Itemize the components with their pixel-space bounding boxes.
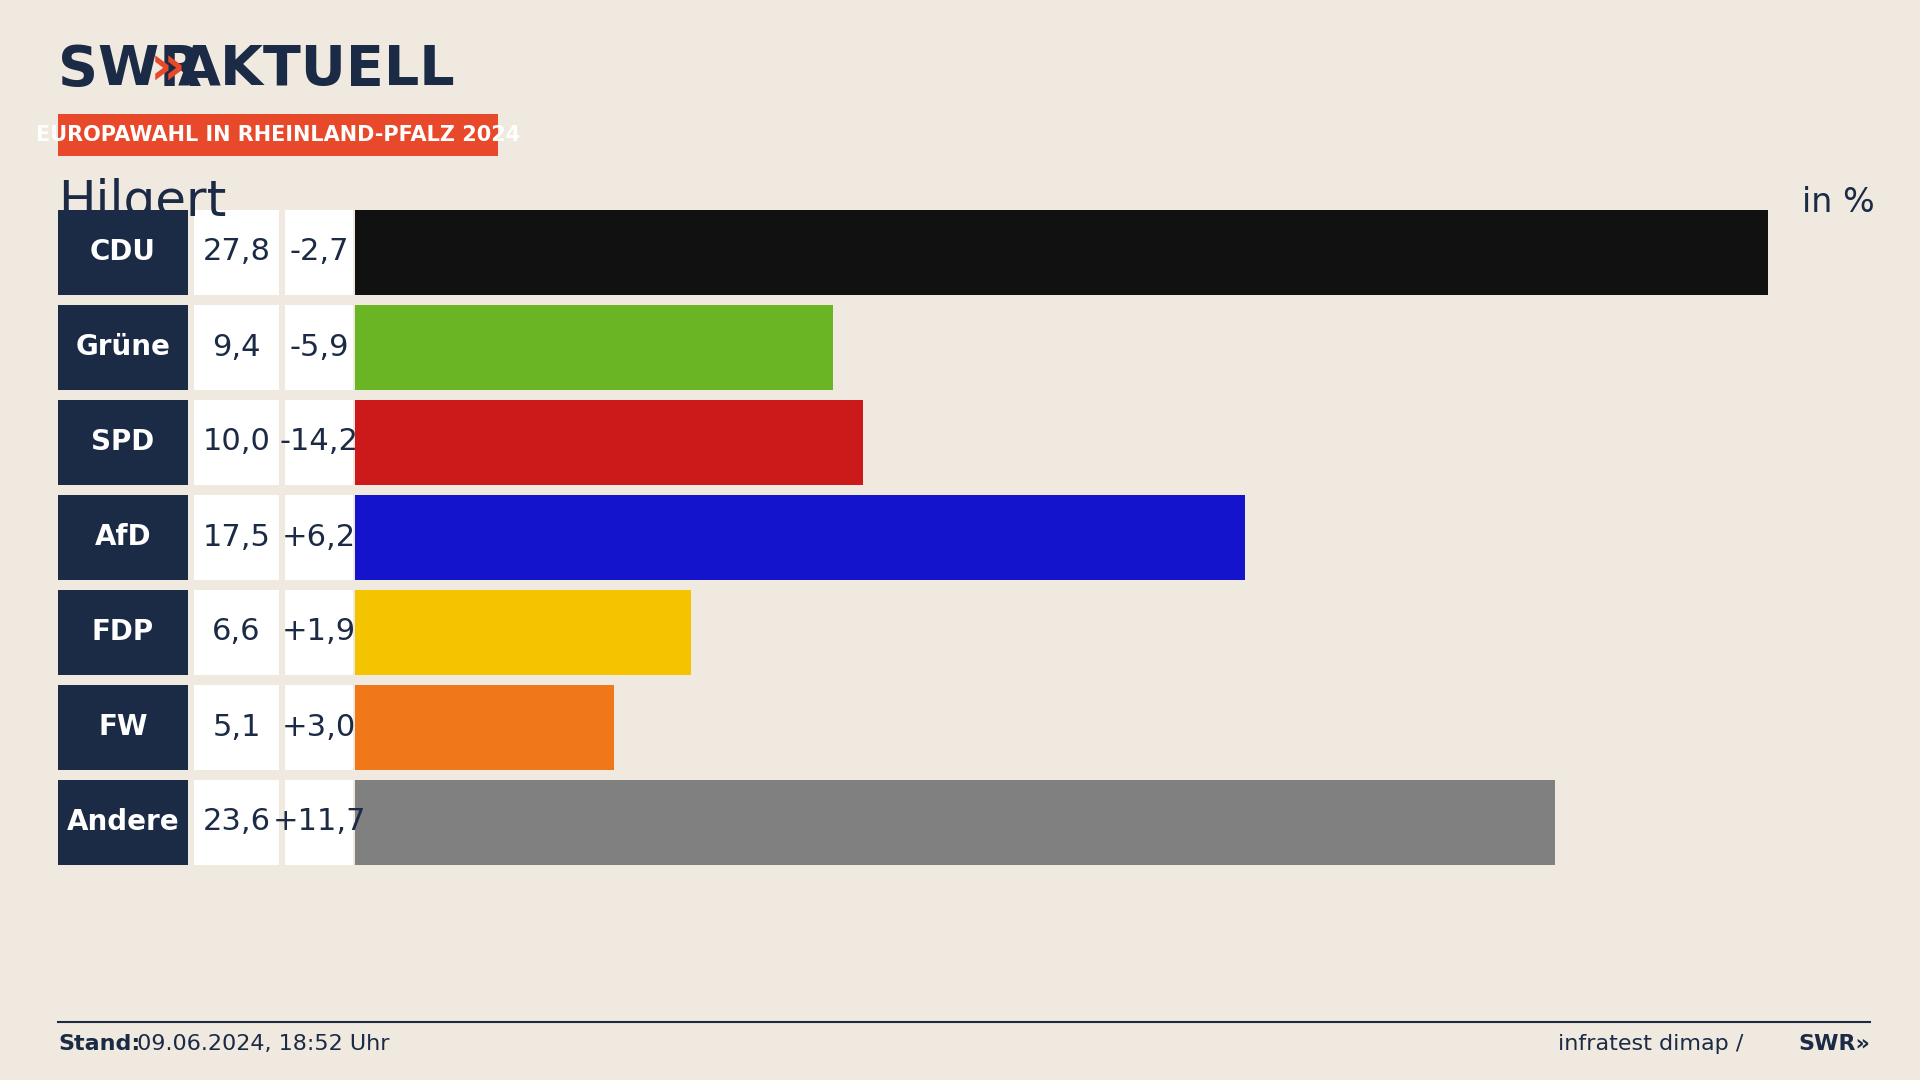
Text: SWR»: SWR» [1799,1034,1870,1054]
Bar [284,400,353,485]
Bar [284,305,353,390]
Bar [194,305,278,390]
Text: 6,6: 6,6 [213,618,261,647]
Bar [58,305,188,390]
Text: SPD: SPD [92,428,156,456]
Bar [284,685,353,769]
Bar [194,590,278,675]
Bar [58,400,188,485]
Bar [58,210,188,295]
Text: Hilgert: Hilgert [58,178,227,226]
Bar [355,590,691,675]
Bar [58,590,188,675]
Text: 27,8: 27,8 [202,238,271,267]
Text: in %: in % [1803,186,1876,218]
Bar [284,495,353,580]
Bar [284,210,353,295]
Text: Andere: Andere [67,808,179,836]
Text: AKTUELL: AKTUELL [179,43,455,97]
Text: +1,9: +1,9 [282,618,355,647]
Text: -5,9: -5,9 [290,333,349,362]
Bar [355,210,1768,295]
Bar [284,780,353,864]
Bar [284,590,353,675]
Text: infratest dimap /: infratest dimap / [1557,1034,1749,1054]
Text: 09.06.2024, 18:52 Uhr: 09.06.2024, 18:52 Uhr [131,1034,390,1054]
Bar [355,305,833,390]
Text: 9,4: 9,4 [213,333,261,362]
Text: »: » [150,43,186,97]
Bar [355,400,864,485]
Text: -2,7: -2,7 [290,238,349,267]
Bar [194,400,278,485]
Text: CDU: CDU [90,238,156,266]
Bar [355,685,614,769]
Bar [58,114,497,156]
Text: AfD: AfD [94,523,152,551]
Text: +3,0: +3,0 [282,713,355,742]
Text: 23,6: 23,6 [202,808,271,837]
Bar [58,780,188,864]
Bar [58,495,188,580]
Bar [194,210,278,295]
Bar [194,495,278,580]
Bar [194,685,278,769]
Bar [355,495,1244,580]
Text: +6,2: +6,2 [282,523,355,552]
Text: FW: FW [98,713,148,741]
Text: 10,0: 10,0 [204,428,271,457]
Text: 5,1: 5,1 [213,713,261,742]
Text: -14,2: -14,2 [280,428,359,457]
Bar [58,685,188,769]
Bar [355,780,1555,864]
Text: 17,5: 17,5 [204,523,271,552]
Text: Grüne: Grüne [75,333,171,361]
Text: SWR: SWR [58,43,202,97]
Bar [194,780,278,864]
Text: Stand:: Stand: [58,1034,140,1054]
Text: +11,7: +11,7 [273,808,365,837]
Text: EUROPAWAHL IN RHEINLAND-PFALZ 2024: EUROPAWAHL IN RHEINLAND-PFALZ 2024 [36,125,520,145]
Text: FDP: FDP [92,618,154,646]
